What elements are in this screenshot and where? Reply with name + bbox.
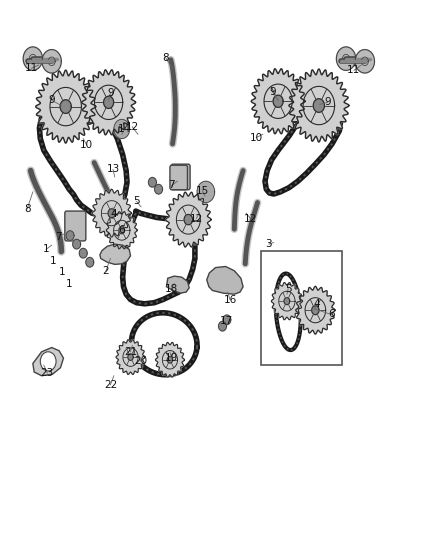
Circle shape [23,47,42,70]
Text: 5: 5 [133,197,140,206]
Text: 22: 22 [104,380,117,390]
Circle shape [79,248,87,258]
Text: 14: 14 [118,124,131,134]
Text: 10: 10 [250,133,263,142]
Polygon shape [207,266,243,294]
Circle shape [119,227,125,234]
Text: 12: 12 [190,214,203,223]
Circle shape [223,315,231,325]
FancyBboxPatch shape [170,165,187,190]
Polygon shape [92,189,131,237]
Bar [261,251,342,365]
Polygon shape [106,212,137,249]
Circle shape [313,99,325,112]
Text: 7: 7 [55,232,62,241]
Circle shape [60,100,71,114]
Text: 20: 20 [134,357,148,366]
Text: 9: 9 [324,98,331,107]
Circle shape [86,257,94,267]
Text: 19: 19 [165,353,178,363]
Circle shape [128,354,133,360]
Circle shape [336,47,356,70]
Circle shape [40,352,56,371]
Text: 4: 4 [110,209,117,219]
Polygon shape [116,340,145,375]
FancyBboxPatch shape [65,211,86,241]
Text: 21: 21 [124,347,137,357]
Polygon shape [289,69,349,142]
Text: 6: 6 [328,310,335,319]
FancyBboxPatch shape [171,164,190,190]
Text: 1: 1 [59,267,66,277]
Text: 7: 7 [168,181,175,190]
Text: 3: 3 [265,239,272,249]
Polygon shape [251,69,305,134]
Text: 2: 2 [102,266,110,276]
Text: 6: 6 [118,225,125,235]
Text: 8: 8 [162,53,169,62]
Polygon shape [36,70,95,143]
Text: 12: 12 [244,214,257,223]
Text: 1: 1 [42,245,49,254]
Circle shape [66,231,74,240]
Polygon shape [33,348,64,376]
Circle shape [155,184,162,194]
Text: 23: 23 [41,368,54,378]
Polygon shape [296,286,335,334]
Text: 15: 15 [196,186,209,196]
Circle shape [104,96,113,108]
Circle shape [184,214,193,225]
Circle shape [273,95,283,107]
Circle shape [284,297,290,305]
Text: 18: 18 [165,284,178,294]
Polygon shape [166,276,189,293]
Text: 9: 9 [48,95,55,105]
Text: 1: 1 [66,279,73,288]
Polygon shape [272,282,302,320]
Text: 10: 10 [80,140,93,150]
Text: 9: 9 [269,87,276,96]
Circle shape [42,50,61,73]
Text: 4: 4 [314,299,321,309]
Text: 16: 16 [223,295,237,304]
Circle shape [312,306,319,314]
Circle shape [167,357,173,363]
Text: 1: 1 [50,256,57,266]
Text: 9: 9 [107,88,114,98]
Polygon shape [82,70,135,135]
Circle shape [73,239,81,249]
Circle shape [114,119,130,139]
Text: 8: 8 [24,204,31,214]
Circle shape [197,181,215,203]
Text: 5: 5 [285,284,292,294]
Text: 11: 11 [347,66,360,75]
Polygon shape [155,342,184,377]
Text: 11: 11 [25,63,38,73]
Text: 13: 13 [106,165,120,174]
Text: 12: 12 [126,122,139,132]
Polygon shape [166,192,211,247]
Circle shape [148,177,156,187]
Circle shape [355,50,374,73]
Circle shape [219,321,226,331]
Polygon shape [100,244,131,264]
Text: 17: 17 [220,316,233,326]
Circle shape [108,209,115,217]
